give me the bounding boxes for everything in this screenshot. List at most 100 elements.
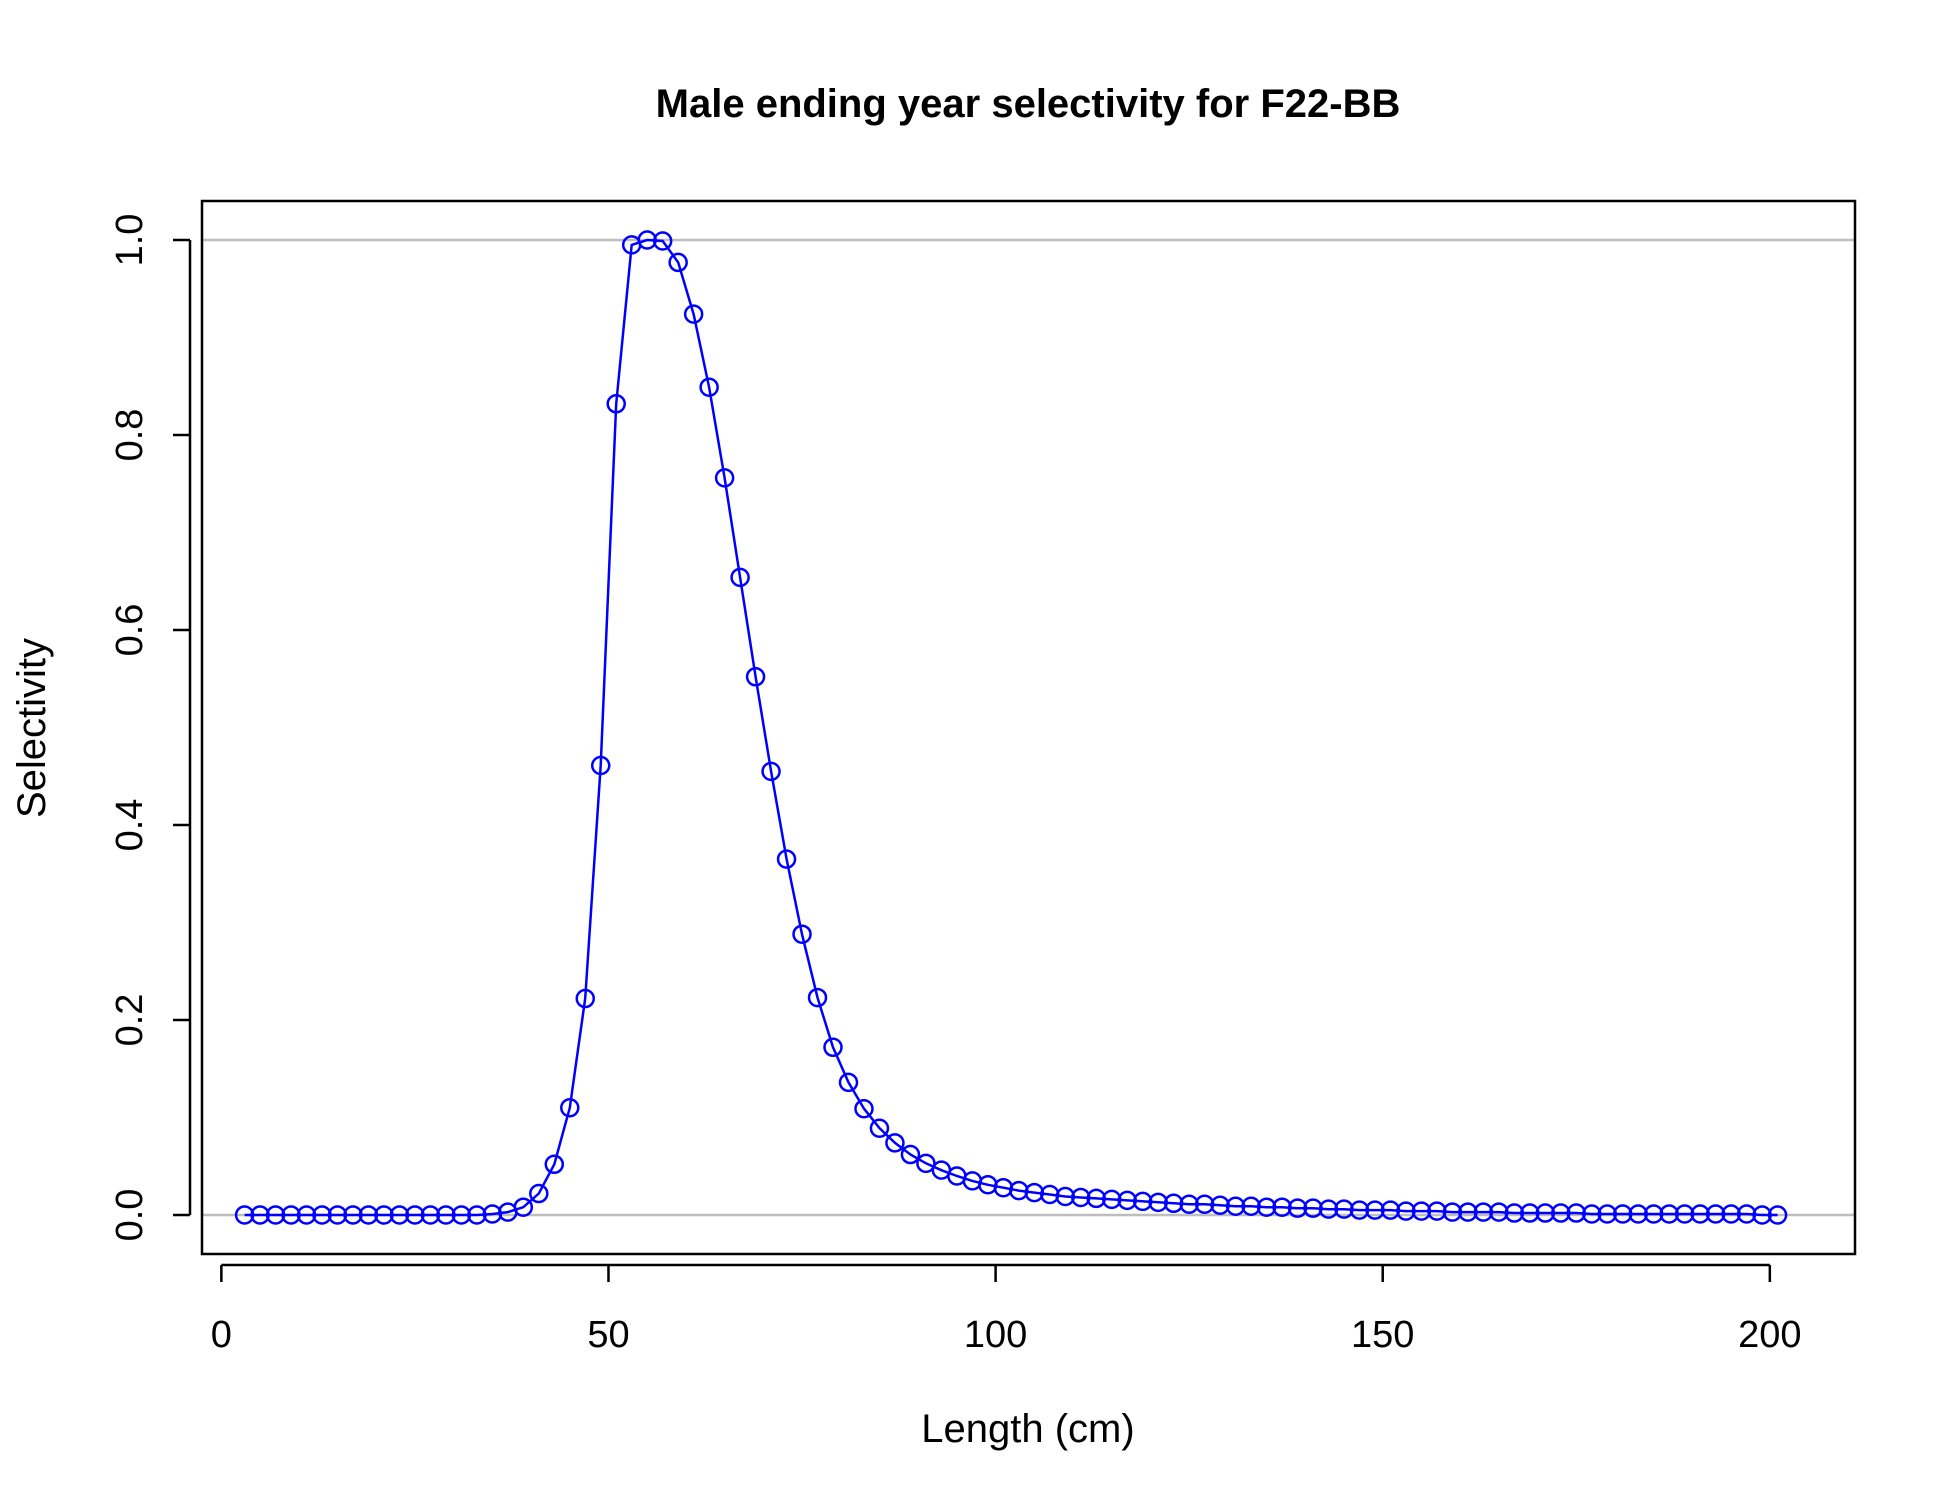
data-point <box>1690 1204 1710 1224</box>
data-point <box>1643 1204 1664 1224</box>
y-tick-label: 0.8 <box>109 409 151 462</box>
data-point <box>343 1205 363 1225</box>
data-point <box>1303 1198 1323 1218</box>
x-tick-label: 50 <box>587 1314 629 1356</box>
data-point <box>1287 1198 1308 1218</box>
data-point <box>250 1205 270 1225</box>
data-point <box>1612 1204 1633 1224</box>
data-point <box>1132 1191 1153 1212</box>
data-point <box>451 1205 472 1225</box>
x-tick-label: 150 <box>1351 1314 1414 1356</box>
data-point <box>869 1118 890 1138</box>
data-point <box>745 667 766 687</box>
data-point <box>714 468 735 488</box>
data-point <box>1674 1204 1695 1224</box>
data-point <box>312 1205 332 1225</box>
y-tick-label: 0.0 <box>109 1189 151 1242</box>
data-point <box>1411 1201 1432 1221</box>
y-tick-label: 1.0 <box>109 214 151 267</box>
data-point <box>1318 1199 1339 1219</box>
data-point <box>1752 1205 1772 1225</box>
x-tick-label: 100 <box>964 1314 1027 1356</box>
data-point <box>776 849 797 869</box>
data-point <box>807 987 828 1008</box>
data-point <box>792 924 812 944</box>
data-point <box>761 761 781 782</box>
data-point <box>683 304 704 324</box>
data-point <box>1009 1180 1029 1201</box>
data-point <box>1489 1202 1509 1222</box>
data-point <box>374 1205 394 1225</box>
data-point <box>1086 1188 1106 1209</box>
data-point <box>1241 1196 1261 1216</box>
y-tick-label: 0.4 <box>109 799 151 852</box>
data-point <box>1040 1184 1060 1205</box>
data-point <box>1551 1203 1571 1223</box>
data-point <box>420 1205 441 1225</box>
data-point <box>838 1072 859 1093</box>
data-point <box>652 231 673 251</box>
data-point <box>1535 1203 1556 1223</box>
data-point <box>1101 1189 1122 1210</box>
data-point <box>1736 1204 1757 1224</box>
data-point <box>436 1205 456 1225</box>
data-point <box>467 1205 487 1225</box>
data-point <box>1427 1201 1447 1221</box>
data-point <box>885 1133 905 1153</box>
data-point <box>1597 1204 1617 1224</box>
data-point <box>1349 1200 1370 1220</box>
data-point <box>1458 1202 1478 1222</box>
x-tick-label: 0 <box>211 1314 232 1356</box>
data-point <box>637 230 657 250</box>
y-axis: 0.0 0.2 0.4 0.6 0.8 1.0 <box>109 214 192 1242</box>
data-point <box>1225 1196 1246 1216</box>
data-point <box>916 1153 936 1174</box>
y-tick-label: 0.6 <box>109 604 151 657</box>
data-point <box>1566 1203 1587 1223</box>
chart-title: Male ending year selectivity for F22-BB <box>656 82 1401 126</box>
data-point <box>854 1098 874 1119</box>
data-point <box>482 1204 503 1224</box>
data-point <box>900 1144 921 1165</box>
data-point <box>296 1205 317 1225</box>
data-point <box>1071 1187 1091 1208</box>
x-tick-label: 200 <box>1738 1314 1801 1356</box>
data-point <box>1179 1194 1199 1215</box>
data-point <box>405 1205 425 1225</box>
data-point <box>1256 1197 1277 1217</box>
data-point <box>1520 1203 1540 1223</box>
data-point <box>1705 1204 1726 1224</box>
data-points <box>234 230 1788 1225</box>
data-point <box>730 567 750 588</box>
data-point <box>281 1205 301 1225</box>
data-point <box>1163 1193 1184 1214</box>
data-point <box>358 1205 379 1225</box>
data-point <box>1024 1182 1045 1203</box>
data-point <box>606 394 626 414</box>
data-point <box>265 1205 286 1225</box>
data-point <box>823 1037 843 1058</box>
data-point <box>575 988 595 1009</box>
data-point <box>327 1205 348 1225</box>
data-point <box>1582 1204 1602 1224</box>
data-point <box>1334 1199 1354 1219</box>
data-point <box>1628 1204 1648 1224</box>
data-point <box>1272 1197 1292 1217</box>
data-point <box>560 1098 580 1118</box>
data-point <box>1767 1205 1788 1225</box>
data-point <box>590 755 611 776</box>
data-point <box>513 1197 534 1217</box>
data-point <box>1380 1200 1401 1220</box>
data-point <box>1210 1195 1230 1215</box>
data-point <box>1396 1201 1416 1221</box>
data-point <box>1194 1194 1215 1215</box>
data-point <box>1473 1202 1494 1222</box>
x-axis-label: Length (cm) <box>921 1407 1134 1451</box>
data-point <box>1055 1186 1076 1207</box>
data-point <box>544 1154 565 1175</box>
data-point <box>1721 1204 1741 1224</box>
data-point <box>1504 1203 1525 1223</box>
data-point <box>1148 1192 1168 1213</box>
data-point <box>1365 1200 1385 1220</box>
